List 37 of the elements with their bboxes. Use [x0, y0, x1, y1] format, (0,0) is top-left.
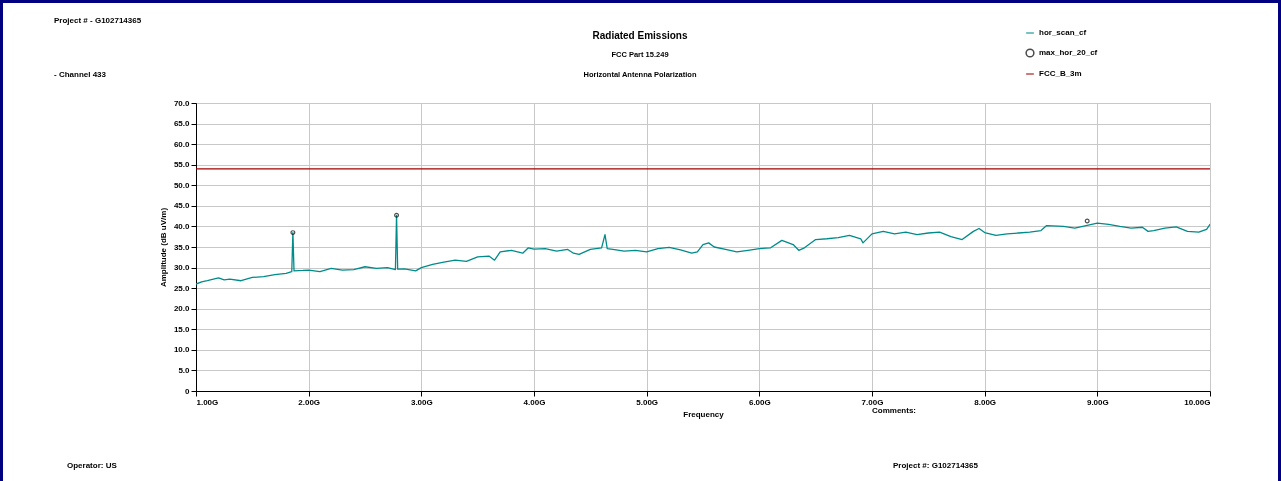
chart-title: Radiated Emissions — [592, 29, 688, 41]
y-tick-label: 65.0 — [173, 119, 191, 129]
y-tick-label: 10.0 — [173, 345, 191, 355]
y-tick-label: 50.0 — [173, 180, 191, 190]
y-tick-label: 55.0 — [173, 160, 191, 170]
x-axis-title: Frequency — [683, 409, 725, 419]
x-tick-label: 2.00G — [298, 397, 321, 407]
text: - Channel 433 — [54, 70, 107, 79]
legend-label: FCC_B_3m — [1039, 69, 1082, 78]
text: Operator: US — [67, 461, 117, 470]
x-tick-label: 7.00G — [861, 397, 884, 407]
text: Project # - G102714365 — [54, 16, 142, 25]
x-tick-label: 3.00G — [410, 397, 433, 407]
legend-label: max_hor_20_cf — [1039, 48, 1098, 57]
y-axis-title: Amplitude (dB uV/m) — [158, 207, 168, 288]
x-tick-label: 9.00G — [1086, 397, 1109, 407]
line-series — [196, 214, 1210, 285]
y-tick-label: 40.0 — [173, 221, 191, 231]
x-tick-label: 8.00G — [974, 397, 997, 407]
y-tick-label: 35.0 — [173, 242, 191, 252]
legend-label: hor_scan_cf — [1039, 28, 1087, 37]
x-tick-label: 6.00G — [748, 397, 771, 407]
x-tick-label: 1.00G — [196, 397, 219, 407]
y-tick-label: 25.0 — [173, 283, 191, 293]
x-tick-label: 10.00G — [1184, 397, 1211, 407]
x-tick-label: 5.00G — [636, 397, 659, 407]
y-tick-label: 5.0 — [178, 365, 191, 375]
x-tick-label: 4.00G — [523, 397, 546, 407]
y-tick-label: 20.0 — [173, 304, 191, 314]
y-tick-label: 30.0 — [173, 263, 191, 273]
y-tick-label: 0 — [185, 386, 191, 396]
y-tick-label: 60.0 — [173, 139, 191, 149]
y-tick-label: 45.0 — [173, 201, 191, 211]
y-tick-label: 70.0 — [173, 98, 191, 108]
text: Project #: G102714365 — [893, 461, 978, 470]
text: Comments: — [872, 406, 917, 415]
y-tick-label: 15.0 — [173, 324, 191, 334]
